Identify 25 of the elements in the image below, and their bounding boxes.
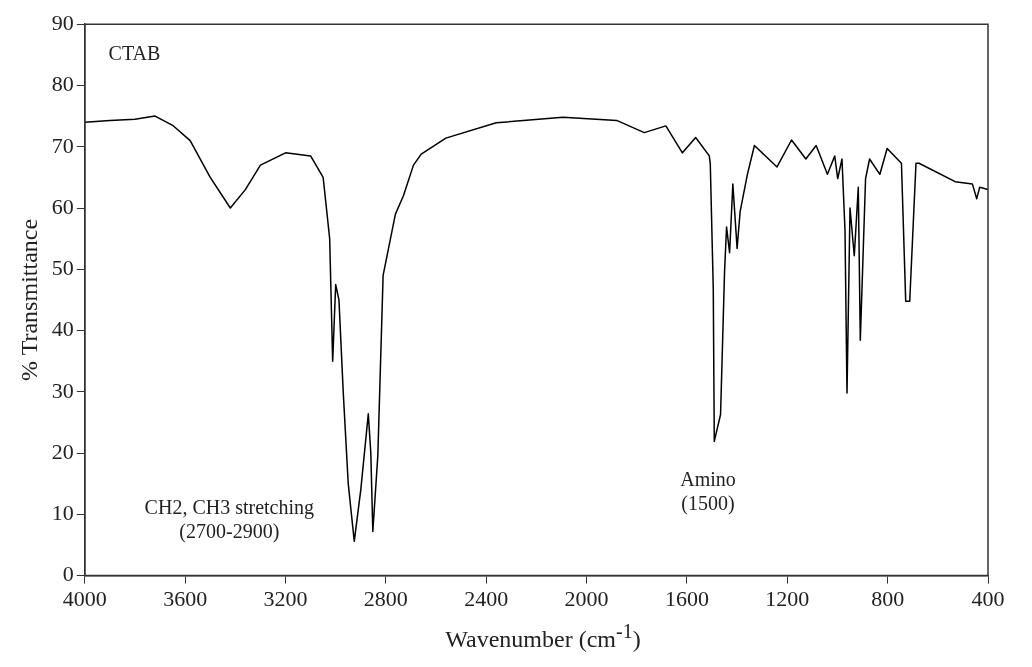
x-tick-label: 2400 [464,585,509,611]
y-tick-label: 70 [51,132,74,158]
x-tick-label: 1200 [765,585,810,611]
x-tick-label: 2000 [564,585,609,611]
x-tick-label: 800 [871,585,905,611]
y-tick-label: 10 [51,500,74,526]
x-tick-label: 4000 [62,585,107,611]
x-axis-title: Wavenumber (cm$^{-1}$) [444,620,642,653]
y-tick-label: 60 [51,193,74,219]
y-tick-label: 80 [51,71,74,97]
x-tick-label: 3200 [263,585,308,611]
x-tick-label: 3600 [163,585,208,611]
y-tick-label: 30 [51,377,74,403]
y-tick-label: 50 [51,255,74,281]
x-tick-label: 2800 [363,585,408,611]
annotation: CTAB [108,42,161,65]
y-tick-label: 90 [51,9,74,35]
y-axis-title: % Transmittance [15,218,42,381]
annotation: CH2, CH3 stretching (2700-2900) [144,495,315,543]
x-tick-label: 400 [971,585,1005,611]
y-tick-label: 20 [51,438,74,464]
annotation: Amino (1500) [680,468,736,516]
y-tick-label: 0 [62,561,74,587]
y-tick-label: 40 [51,316,74,342]
x-tick-label: 1600 [664,585,709,611]
